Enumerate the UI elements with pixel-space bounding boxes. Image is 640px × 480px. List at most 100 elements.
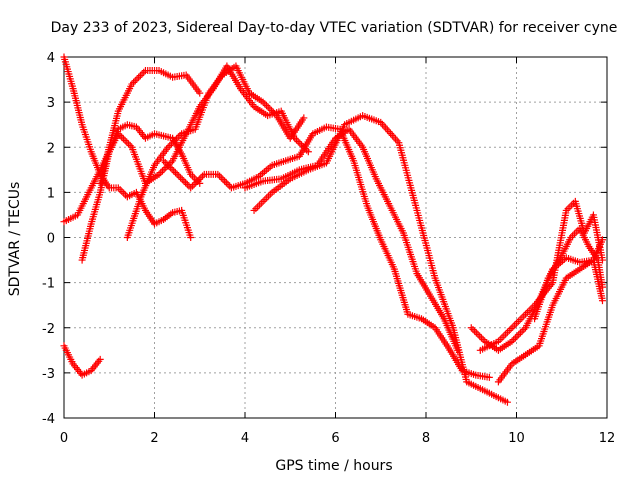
data-point bbox=[294, 138, 302, 146]
data-point bbox=[515, 331, 523, 339]
data-point bbox=[296, 139, 304, 147]
data-point bbox=[174, 133, 182, 141]
data-point bbox=[176, 131, 184, 139]
data-point bbox=[167, 140, 175, 148]
data-point bbox=[183, 180, 191, 188]
data-point bbox=[471, 327, 479, 335]
y-tick-label: 1 bbox=[47, 186, 55, 201]
data-point bbox=[182, 179, 190, 187]
data-point bbox=[171, 136, 179, 144]
data-point bbox=[261, 100, 269, 108]
y-tick-label: -3 bbox=[42, 367, 55, 382]
data-point bbox=[96, 355, 104, 363]
data-point bbox=[264, 103, 272, 111]
data-point bbox=[217, 174, 225, 182]
data-point bbox=[467, 324, 475, 332]
data-point bbox=[190, 180, 198, 188]
data-point bbox=[173, 135, 181, 143]
data-point bbox=[266, 105, 274, 113]
data-point bbox=[221, 177, 229, 185]
x-tick-label: 10 bbox=[508, 431, 525, 446]
data-point bbox=[128, 80, 136, 88]
data-point bbox=[598, 297, 606, 305]
y-tick-label: 2 bbox=[47, 141, 55, 156]
chart-title: Day 233 of 2023, Sidereal Day-to-day VTE… bbox=[51, 20, 618, 36]
data-point bbox=[166, 142, 174, 150]
data-point bbox=[197, 174, 205, 182]
data-point bbox=[195, 175, 203, 183]
data-point bbox=[193, 177, 201, 185]
data-point bbox=[165, 162, 173, 170]
x-axis-label: GPS time / hours bbox=[275, 458, 392, 474]
x-tick-label: 8 bbox=[422, 431, 430, 446]
data-point bbox=[222, 179, 230, 187]
data-point bbox=[160, 157, 168, 165]
data-point bbox=[304, 148, 312, 156]
data-point bbox=[187, 234, 195, 241]
data-point bbox=[118, 133, 126, 141]
data-point bbox=[259, 98, 267, 106]
data-point bbox=[516, 329, 524, 337]
data-point bbox=[136, 72, 144, 80]
data-point bbox=[119, 135, 127, 143]
series-track-11 bbox=[494, 236, 606, 386]
data-point bbox=[520, 325, 528, 333]
y-tick-label: -4 bbox=[42, 412, 55, 427]
data-point bbox=[511, 334, 519, 342]
y-tick-label: 0 bbox=[47, 232, 55, 247]
data-point bbox=[173, 170, 181, 178]
y-tick-label: 3 bbox=[47, 96, 55, 111]
data-point bbox=[508, 337, 516, 345]
data-point bbox=[268, 107, 276, 115]
data-point bbox=[123, 138, 131, 146]
series-track-5 bbox=[96, 67, 204, 187]
data-point bbox=[168, 165, 176, 173]
x-tick-label: 12 bbox=[599, 431, 616, 446]
data-point bbox=[598, 283, 606, 291]
y-tick-label: -2 bbox=[42, 322, 55, 337]
series-track-6 bbox=[123, 62, 308, 241]
data-point bbox=[133, 75, 141, 83]
data-point bbox=[503, 398, 511, 406]
data-point bbox=[163, 160, 171, 168]
data-point bbox=[177, 174, 185, 182]
data-point bbox=[219, 175, 227, 183]
data-point bbox=[166, 164, 174, 172]
data-point bbox=[158, 167, 166, 175]
y-tick-label: -1 bbox=[42, 277, 55, 292]
data-point bbox=[135, 73, 143, 81]
data-point bbox=[192, 179, 200, 187]
data-point bbox=[518, 327, 526, 335]
data-point bbox=[164, 143, 172, 151]
data-point bbox=[124, 140, 132, 148]
data-point bbox=[130, 78, 138, 86]
data-point bbox=[140, 68, 148, 76]
series-track-1 bbox=[60, 342, 104, 379]
data-point bbox=[474, 331, 482, 339]
data-point bbox=[157, 169, 165, 177]
data-point bbox=[169, 138, 177, 146]
data-point bbox=[472, 329, 480, 337]
data-points bbox=[60, 53, 606, 406]
data-point bbox=[170, 167, 178, 175]
y-tick-label: 4 bbox=[47, 51, 55, 66]
data-point bbox=[292, 136, 300, 144]
data-point bbox=[199, 172, 207, 180]
data-point bbox=[196, 89, 204, 97]
data-point bbox=[269, 108, 277, 116]
x-tick-label: 2 bbox=[150, 431, 158, 446]
data-point bbox=[476, 332, 484, 340]
data-point bbox=[271, 110, 279, 118]
data-point bbox=[513, 332, 521, 340]
series-track-13 bbox=[531, 224, 606, 323]
data-point bbox=[155, 170, 163, 178]
x-tick-label: 4 bbox=[241, 431, 249, 446]
data-point bbox=[126, 142, 134, 150]
data-point bbox=[216, 172, 224, 180]
series-track-2 bbox=[60, 53, 195, 241]
data-point bbox=[485, 373, 493, 381]
series-track-7 bbox=[160, 123, 493, 381]
data-point bbox=[214, 170, 222, 178]
